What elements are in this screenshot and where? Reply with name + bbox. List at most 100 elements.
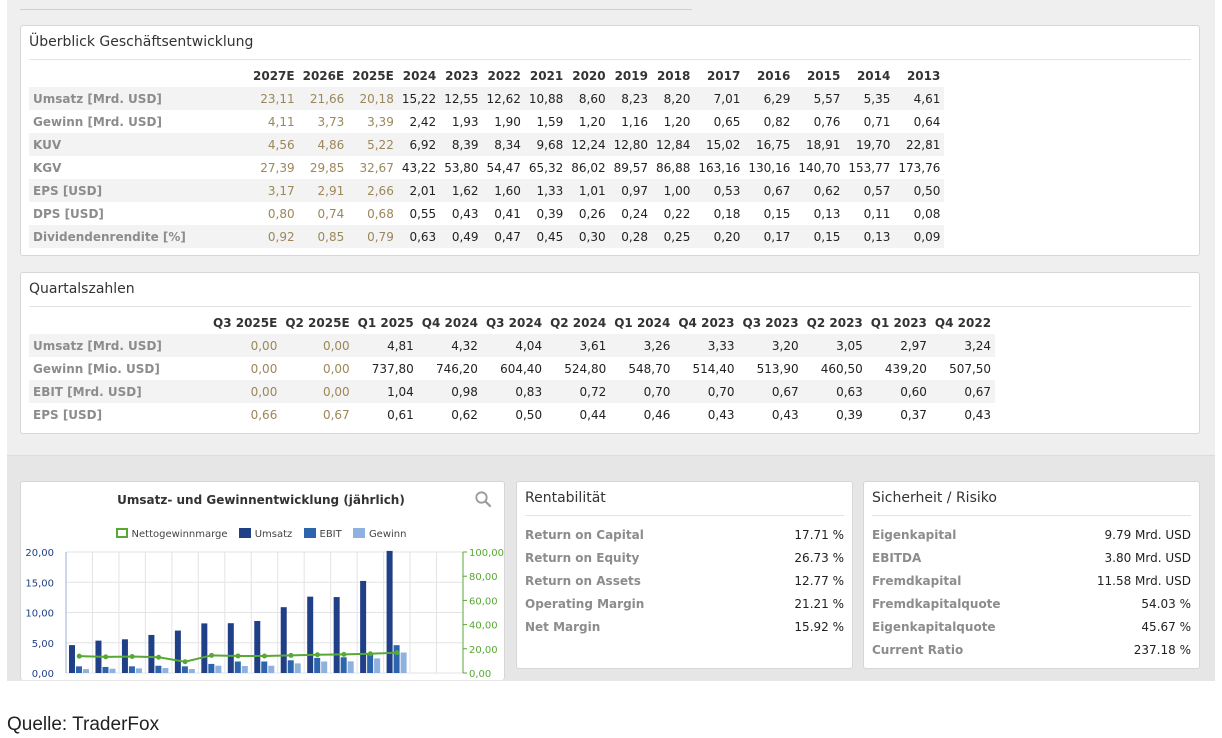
sicherheit-label: Current Ratio: [872, 643, 964, 657]
quarterly-cell: 0,00: [209, 380, 282, 403]
overview-table-row: Gewinn [Mrd. USD] 4,11 3,73 3,39 2,42 1,93 1,9…: [29, 110, 944, 133]
chart-bar-ebit: [340, 657, 347, 673]
chart-bar-umsatz: [360, 580, 367, 673]
overview-cell: 0,97: [609, 179, 652, 202]
chart-bar-umsatz: [386, 550, 393, 673]
quarterly-cell: 3,61: [546, 334, 611, 357]
overview-table-row: EPS [USD] 3,17 2,91 2,66 2,01 1,62 1,60 1,33 1,0…: [29, 179, 945, 202]
overview-cell: 4,86: [298, 133, 349, 156]
overview-row-label: Umsatz [Mrd. USD]: [29, 87, 249, 110]
chart-bar-umsatz: [254, 620, 261, 673]
quarterly-cell: 3,33: [674, 334, 739, 357]
overview-cell: 0,57: [844, 179, 895, 202]
chart-point-nettogewinnmarge: [209, 652, 215, 658]
sicherheit-value: 237.18 %: [1133, 643, 1191, 657]
overview-cell: 9,68: [524, 133, 568, 156]
chart-bar-umsatz: [280, 607, 287, 673]
overview-cell: 3,73: [317, 114, 345, 129]
quarterly-table: Q3 2025E Q2 2025E Q1 2025 Q4 2024 Q3 2024 Q2 …: [29, 312, 996, 426]
chart-point-nettogewinnmarge: [288, 652, 294, 658]
legend-item-marge[interactable]: Nettogewinnmarge: [115, 528, 228, 540]
overview-cell: 2,91: [298, 179, 349, 202]
overview-column-header: 2026E: [302, 69, 345, 83]
overview-cell: 0,67: [744, 179, 795, 202]
quarterly-column-header: Q3 2023: [742, 316, 799, 330]
overview-cell: 0,62: [794, 179, 845, 202]
legend-item-umsatz[interactable]: Umsatz: [238, 528, 292, 540]
quarterly-cell: 0,46: [643, 407, 671, 422]
chart-bar-umsatz: [227, 623, 234, 673]
overview-cell: 65,32: [528, 160, 564, 175]
chart-bar-umsatz: [174, 630, 181, 673]
search-icon[interactable]: [474, 490, 492, 508]
legend-item-ebit[interactable]: EBIT: [303, 528, 342, 540]
overview-cell: 2,01: [397, 179, 441, 202]
chart-right-tick-label: 80,00: [469, 572, 498, 583]
quarterly-cell: 0,00: [281, 334, 354, 357]
overview-cell: 0,18: [713, 206, 741, 221]
chart-point-nettogewinnmarge: [129, 654, 135, 660]
overview-cell: 163,16: [698, 160, 741, 175]
overview-row-label: DPS [USD]: [33, 206, 104, 221]
overview-cell: 0,45: [524, 225, 568, 248]
chart-bar-ebit: [76, 666, 82, 673]
quarterly-cell: 3,05: [802, 334, 867, 357]
chart-bar-ebit: [367, 653, 374, 673]
chart-left-tick-label: 20,00: [25, 548, 54, 559]
overview-cell: 1,59: [536, 114, 564, 129]
chart-bar-ebit: [261, 661, 268, 673]
quarterly-cell: 737,80: [371, 361, 414, 376]
sicherheit-row: Fremdkapital 11.58 Mrd. USD: [872, 570, 1191, 593]
quarterly-column-header: Q4 2024: [421, 316, 478, 330]
overview-cell: 1,20: [663, 114, 691, 129]
quarterly-cell: 604,40: [500, 361, 543, 376]
quarterly-cell: 514,40: [692, 361, 735, 376]
overview-column-header: 2022: [487, 69, 521, 83]
sicherheit-label: Fremdkapital: [872, 574, 962, 588]
overview-cell: 1,16: [621, 114, 648, 129]
overview-cell: 12,55: [440, 87, 483, 110]
overview-cell: 23,11: [249, 87, 299, 110]
quarterly-column-header: Q2 2023: [806, 316, 863, 330]
overview-table-row: DPS [USD] 0,80 0,74 0,68 0,55 0,43 0,41 0,39 0,2…: [29, 202, 944, 225]
overview-cell: 8,23: [609, 87, 652, 110]
chart-point-nettogewinnmarge: [235, 653, 241, 659]
legend-item-gewinn[interactable]: Gewinn: [352, 528, 406, 540]
overview-column-header: 2014: [856, 69, 891, 83]
overview-cell: 0,24: [621, 206, 648, 221]
chart-bar-ebit: [234, 661, 241, 673]
overview-cell: 7,01: [694, 87, 745, 110]
source-caption: Quelle: TraderFox: [7, 714, 160, 735]
overview-cell: 1,93: [451, 114, 479, 129]
quarterly-column-header: Q4 2023: [678, 316, 735, 330]
sicherheit-label: Fremdkapitalquote: [872, 597, 1001, 611]
overview-cell: 5,35: [844, 87, 895, 110]
overview-column-header: 2024: [402, 69, 437, 83]
sicherheit-row: Eigenkapitalquote 45.67 %: [872, 616, 1191, 639]
quarterly-header-row: Q3 2025E Q2 2025E Q1 2025 Q4 2024 Q3 2024 Q2 …: [29, 312, 995, 334]
chart-bar-ebit: [208, 663, 215, 673]
quarterly-cell: 524,80: [564, 361, 607, 376]
quarterly-title: Quartalszahlen: [29, 281, 135, 297]
quarterly-cell: 0,63: [802, 380, 867, 403]
quarterly-column-header: Q1 2024: [614, 316, 671, 330]
sicherheit-row: Fremdkapitalquote 54.03 %: [872, 593, 1191, 616]
sicherheit-title: Sicherheit / Risiko: [872, 490, 997, 506]
revenue-profit-chart: 0,00 5,00 10,00 15,00 20,00 0,00 20,00 40,00 60,…: [25, 548, 504, 680]
overview-cell: 6,29: [744, 87, 795, 110]
sicherheit-value: 11.58 Mrd. USD: [1096, 574, 1191, 588]
quarterly-cell: 0,61: [387, 407, 414, 422]
quarterly-cell: 0,39: [836, 407, 863, 422]
quarterly-cell: 3,24: [930, 334, 996, 357]
overview-cell: 4,11: [267, 114, 295, 129]
overview-row-label: Dividendenrendite [%]: [29, 225, 249, 248]
quarterly-cell: 0,00: [209, 334, 282, 357]
quarterly-cell: 3,20: [738, 334, 803, 357]
rentabilitaet-label: Return on Equity: [525, 551, 640, 565]
overview-column-header: 2023: [445, 69, 479, 83]
overview-cell: 1,90: [494, 114, 521, 129]
overview-cell: 0,22: [663, 206, 691, 221]
overview-cell: 12,80: [609, 133, 652, 156]
chart-bar-gewinn: [162, 668, 169, 673]
overview-table-row: Dividendenrendite [%] 0,92 0,85 0,79 0,63 0,4…: [29, 225, 945, 248]
